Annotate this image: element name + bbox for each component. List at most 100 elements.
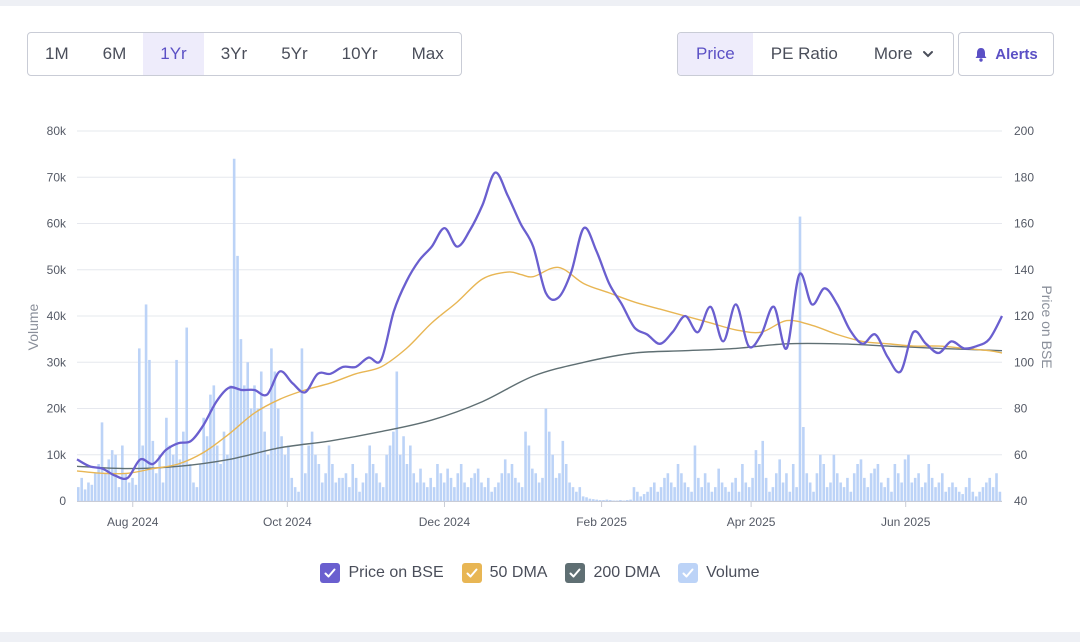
range-button-1yr[interactable]: 1Yr [143, 33, 204, 75]
volume-bar [307, 445, 310, 501]
volume-bar [632, 487, 636, 502]
range-button-max[interactable]: Max [411, 44, 444, 63]
volume-bar [348, 487, 351, 502]
checkbox-icon [565, 563, 586, 583]
metric-button-price[interactable]: Price [678, 33, 753, 75]
alerts-button[interactable]: Alerts [958, 32, 1054, 76]
volume-bar [493, 487, 497, 502]
x-tick-label: Feb 2025 [576, 515, 627, 529]
volume-bar [856, 464, 859, 501]
volume-bar [517, 482, 521, 501]
volume-bar [402, 436, 405, 501]
checkbox-icon [678, 563, 699, 583]
volume-bar [802, 427, 805, 501]
volume-bar [117, 487, 121, 502]
volume-bar [354, 477, 358, 502]
volume-bar [893, 464, 897, 501]
bell-icon [975, 47, 987, 62]
volume-bar [514, 477, 517, 502]
volume-bar [388, 445, 392, 501]
volume-bar [144, 304, 148, 501]
volume-bar [395, 371, 399, 501]
volume-bar [287, 445, 290, 501]
volume-bar [592, 499, 595, 501]
x-tick-label: Dec 2024 [419, 515, 471, 529]
volume-bar [798, 216, 802, 501]
volume-bar [907, 454, 910, 501]
volume-bar [473, 473, 477, 501]
volume-bar [639, 496, 643, 502]
volume-bar [327, 445, 331, 501]
volume-bar [727, 491, 731, 501]
range-button-10yr[interactable]: 10Yr [341, 44, 378, 63]
metric-button-more[interactable]: More [856, 33, 953, 75]
volume-bar [310, 431, 314, 502]
volume-bar [913, 477, 917, 502]
volume-bar [378, 482, 382, 501]
volume-bar [653, 482, 656, 501]
volume-bar [385, 454, 388, 501]
y-left-tick-label: 0 [59, 494, 66, 508]
y-right-tick-label: 180 [1014, 170, 1034, 184]
volume-bar [442, 482, 446, 501]
volume-bar [131, 477, 134, 502]
volume-bar [744, 482, 748, 501]
volume-bar [381, 487, 385, 502]
volume-bar [849, 491, 853, 501]
volume-bar [954, 487, 958, 502]
x-tick-label: Apr 2025 [727, 515, 776, 529]
range-button-1m[interactable]: 1M [45, 44, 69, 63]
volume-bar [334, 482, 338, 501]
series-line-200-dma [76, 342, 1003, 470]
volume-bar [944, 491, 947, 501]
volume-bar [520, 487, 524, 502]
volume-bar [510, 464, 514, 501]
volume-bar [832, 454, 836, 501]
volume-bar [788, 491, 792, 501]
y-right-axis-title: Price on BSE [1039, 285, 1055, 368]
legend-item-volume[interactable]: Volume [678, 563, 760, 583]
volume-bar [314, 454, 317, 501]
volume-bar [134, 484, 138, 501]
legend-item-50-dma[interactable]: 50 DMA [461, 563, 547, 583]
checkbox-icon [461, 563, 482, 583]
volume-bar [537, 482, 541, 501]
range-button-3yr[interactable]: 3Yr [220, 44, 248, 63]
y-left-tick-label: 60k [47, 217, 67, 231]
volume-bar [114, 454, 117, 501]
volume-bar [222, 431, 226, 502]
range-button-6m[interactable]: 6M [102, 44, 127, 63]
volume-bar [819, 454, 822, 501]
y-left-tick-label: 80k [47, 124, 67, 138]
range-button-5yr[interactable]: 5Yr [281, 44, 308, 63]
metric-button-pe-ratio[interactable]: PE Ratio [753, 33, 856, 75]
volume-bar [497, 482, 500, 501]
volume-bar [558, 473, 561, 501]
volume-bar [981, 487, 985, 502]
volume-bar [110, 450, 114, 502]
volume-bar [605, 499, 609, 501]
volume-bar [968, 477, 971, 502]
volume-bar [300, 348, 304, 502]
y-left-tick-label: 20k [47, 402, 67, 416]
volume-bar [215, 445, 219, 501]
volume-bar [974, 496, 978, 502]
volume-bar [917, 473, 920, 501]
volume-bar [554, 477, 558, 502]
volume-bar [83, 489, 87, 501]
volume-bar [148, 359, 151, 501]
volume-bar [642, 494, 646, 501]
volume-bar [683, 482, 687, 501]
series-line-price-on-bse [76, 171, 1004, 481]
legend-item-price-on-bse[interactable]: Price on BSE [320, 563, 444, 583]
volume-bar [198, 464, 202, 501]
legend-item-200-dma[interactable]: 200 DMA [565, 563, 660, 583]
x-tick-label: Oct 2024 [263, 515, 312, 529]
y-right-tick-label: 120 [1014, 309, 1034, 323]
volume-bar [341, 477, 344, 502]
volume-bar [805, 473, 809, 501]
volume-bar [710, 491, 714, 501]
volume-bar [771, 487, 775, 502]
volume-bar [869, 473, 873, 501]
volume-bar [995, 473, 998, 501]
